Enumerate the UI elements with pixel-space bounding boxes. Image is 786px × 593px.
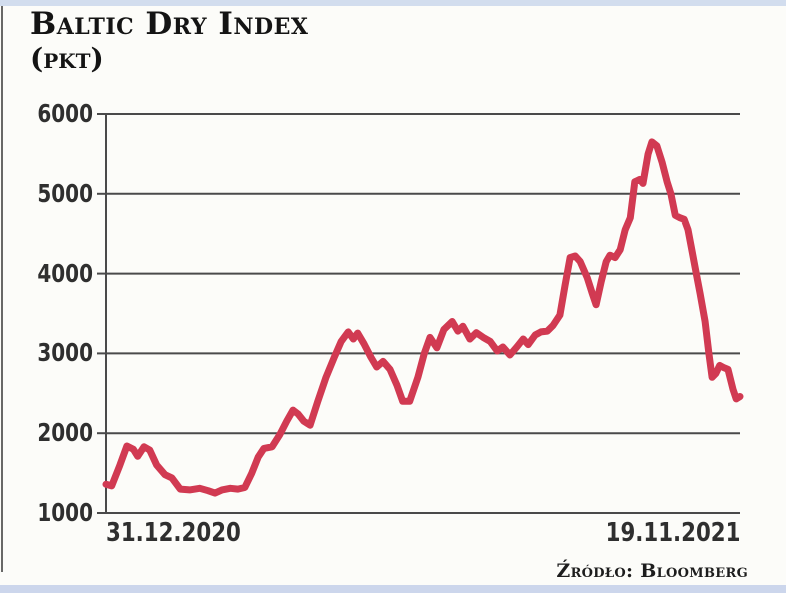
y-tick-label: 3000 [37, 338, 93, 368]
y-tick-label: 2000 [37, 418, 93, 448]
source-credit: Źródło: Bloomberg [556, 560, 748, 582]
top-border-strip [0, 0, 786, 6]
left-column-rule [1, 6, 3, 572]
index-data-line [102, 138, 744, 497]
y-tick-label: 4000 [37, 258, 93, 288]
bottom-border-strip [0, 585, 786, 593]
chart-title: Baltic Dry Index [30, 6, 309, 42]
y-tick-label: 5000 [37, 178, 93, 208]
x-axis-label-end: 19.11.2021 [605, 518, 740, 548]
chart-unit-label: (pkt) [30, 42, 104, 75]
y-tick-label: 6000 [37, 99, 93, 128]
y-tick-label: 1000 [37, 498, 93, 527]
x-axis-label-start: 31.12.2020 [106, 518, 241, 548]
